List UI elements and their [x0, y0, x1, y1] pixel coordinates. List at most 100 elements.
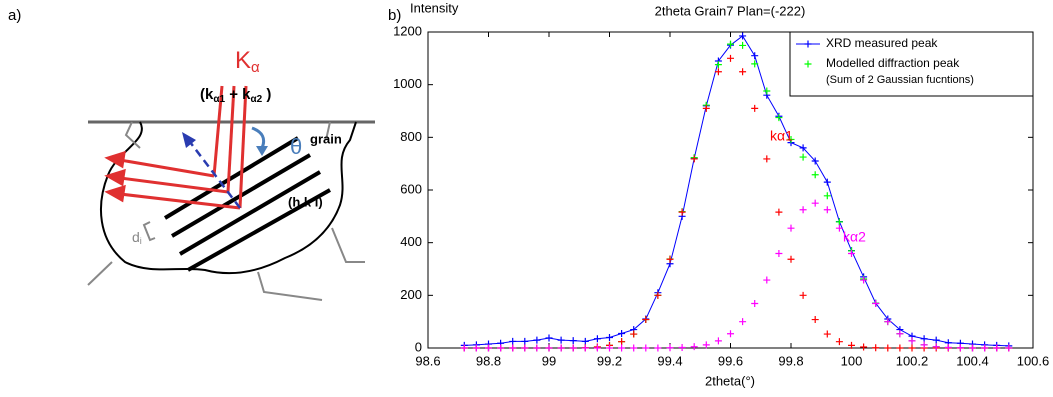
point-marker [835, 218, 843, 226]
point-marker [618, 344, 626, 352]
series-annotation: kα1 [770, 128, 793, 144]
point-marker [799, 144, 807, 152]
point-marker [775, 114, 783, 122]
point-marker [630, 344, 638, 352]
legend-label: XRD measured peak [826, 36, 938, 50]
x-axis-label: 2theta(°) [705, 373, 755, 388]
series-line [464, 35, 1009, 347]
point-marker [521, 337, 529, 345]
legend-label: Modelled diffraction peak [826, 56, 960, 70]
x-tick-label: 100.6 [1017, 353, 1050, 368]
legend: XRD measured peak Modelled diffraction pe… [789, 31, 1034, 97]
point-marker [678, 343, 686, 351]
point-marker [666, 344, 674, 352]
point-marker [787, 135, 795, 143]
point-marker [860, 276, 868, 284]
point-marker [642, 344, 650, 352]
grain-label: grain [310, 131, 342, 146]
x-tick-label: 99 [542, 353, 556, 368]
point-marker [618, 330, 626, 338]
part: ) [262, 86, 271, 103]
point-marker [714, 68, 722, 76]
point-marker [884, 318, 892, 326]
point-marker [993, 344, 1001, 352]
point-marker [872, 344, 880, 352]
y-tick-label: 200 [400, 287, 422, 302]
point-marker [932, 343, 940, 351]
point-marker [787, 224, 795, 232]
point-marker [811, 199, 819, 207]
point-marker [872, 299, 880, 307]
legend-box [789, 31, 1034, 97]
point-marker [848, 249, 855, 257]
point-marker [545, 334, 553, 342]
point-marker [521, 344, 529, 352]
point-marker [739, 32, 747, 40]
point-marker [666, 255, 674, 263]
point-marker [932, 336, 940, 344]
panel-label: a) [8, 7, 21, 24]
point-marker [533, 336, 541, 344]
point-marker [823, 178, 831, 186]
point-marker [581, 337, 589, 345]
point-marker [848, 341, 855, 349]
legend-swatch [804, 60, 812, 68]
point-marker [509, 337, 517, 345]
angle-head [256, 146, 268, 156]
point-marker [763, 87, 771, 95]
point-marker [835, 224, 843, 232]
theta: θ [290, 134, 302, 159]
point-marker [956, 344, 964, 352]
point-marker [751, 52, 759, 60]
x-tick-label: 98.6 [415, 353, 440, 368]
point-marker [690, 155, 698, 163]
k-alpha: Kα [235, 47, 260, 76]
point-marker [908, 344, 916, 352]
x-tick-label: 100 [841, 353, 863, 368]
y-tick-label: 1200 [393, 23, 422, 38]
point-marker [896, 344, 904, 352]
part: + k [225, 86, 251, 103]
point-marker [763, 276, 771, 284]
point-marker [497, 344, 505, 352]
point-marker [509, 344, 517, 352]
point-marker [593, 344, 601, 352]
point-marker [739, 41, 747, 49]
angle-arc [251, 126, 266, 149]
part: d [132, 229, 140, 245]
point-marker [690, 343, 698, 351]
y-axis-label: Intensity [410, 0, 459, 15]
series-annotation: kα2 [843, 229, 866, 245]
d-label: di [132, 229, 142, 247]
point-marker [593, 335, 601, 343]
point-marker [727, 40, 734, 48]
point-marker [835, 338, 843, 346]
part: i [140, 236, 142, 246]
legend-swatch [804, 40, 812, 48]
chart-title: 2theta Grain7 Plan=(-222) [655, 3, 806, 18]
point-marker [920, 341, 928, 349]
point-marker [763, 155, 771, 163]
point-marker [569, 337, 577, 345]
point-marker [751, 104, 759, 112]
part: (k [200, 86, 214, 103]
normal [189, 141, 241, 209]
x-tick-label: 98.8 [476, 353, 501, 368]
part: α1 [213, 94, 225, 105]
point-marker [545, 344, 553, 352]
point-marker [787, 255, 795, 263]
normal-head [182, 132, 196, 148]
point-marker [654, 291, 662, 299]
point-marker [823, 330, 831, 338]
point-marker [485, 344, 492, 352]
point-marker [533, 344, 541, 352]
point-marker [714, 337, 722, 345]
x-tick-label: 99.4 [657, 353, 682, 368]
point-marker [654, 344, 662, 352]
point-marker [920, 335, 928, 343]
point-marker [823, 206, 831, 214]
point-marker [606, 333, 613, 341]
y-tick-label: 1000 [393, 76, 422, 91]
legend-note: (Sum of 2 Gaussian fucntions) [826, 74, 974, 86]
point-marker [581, 344, 589, 352]
